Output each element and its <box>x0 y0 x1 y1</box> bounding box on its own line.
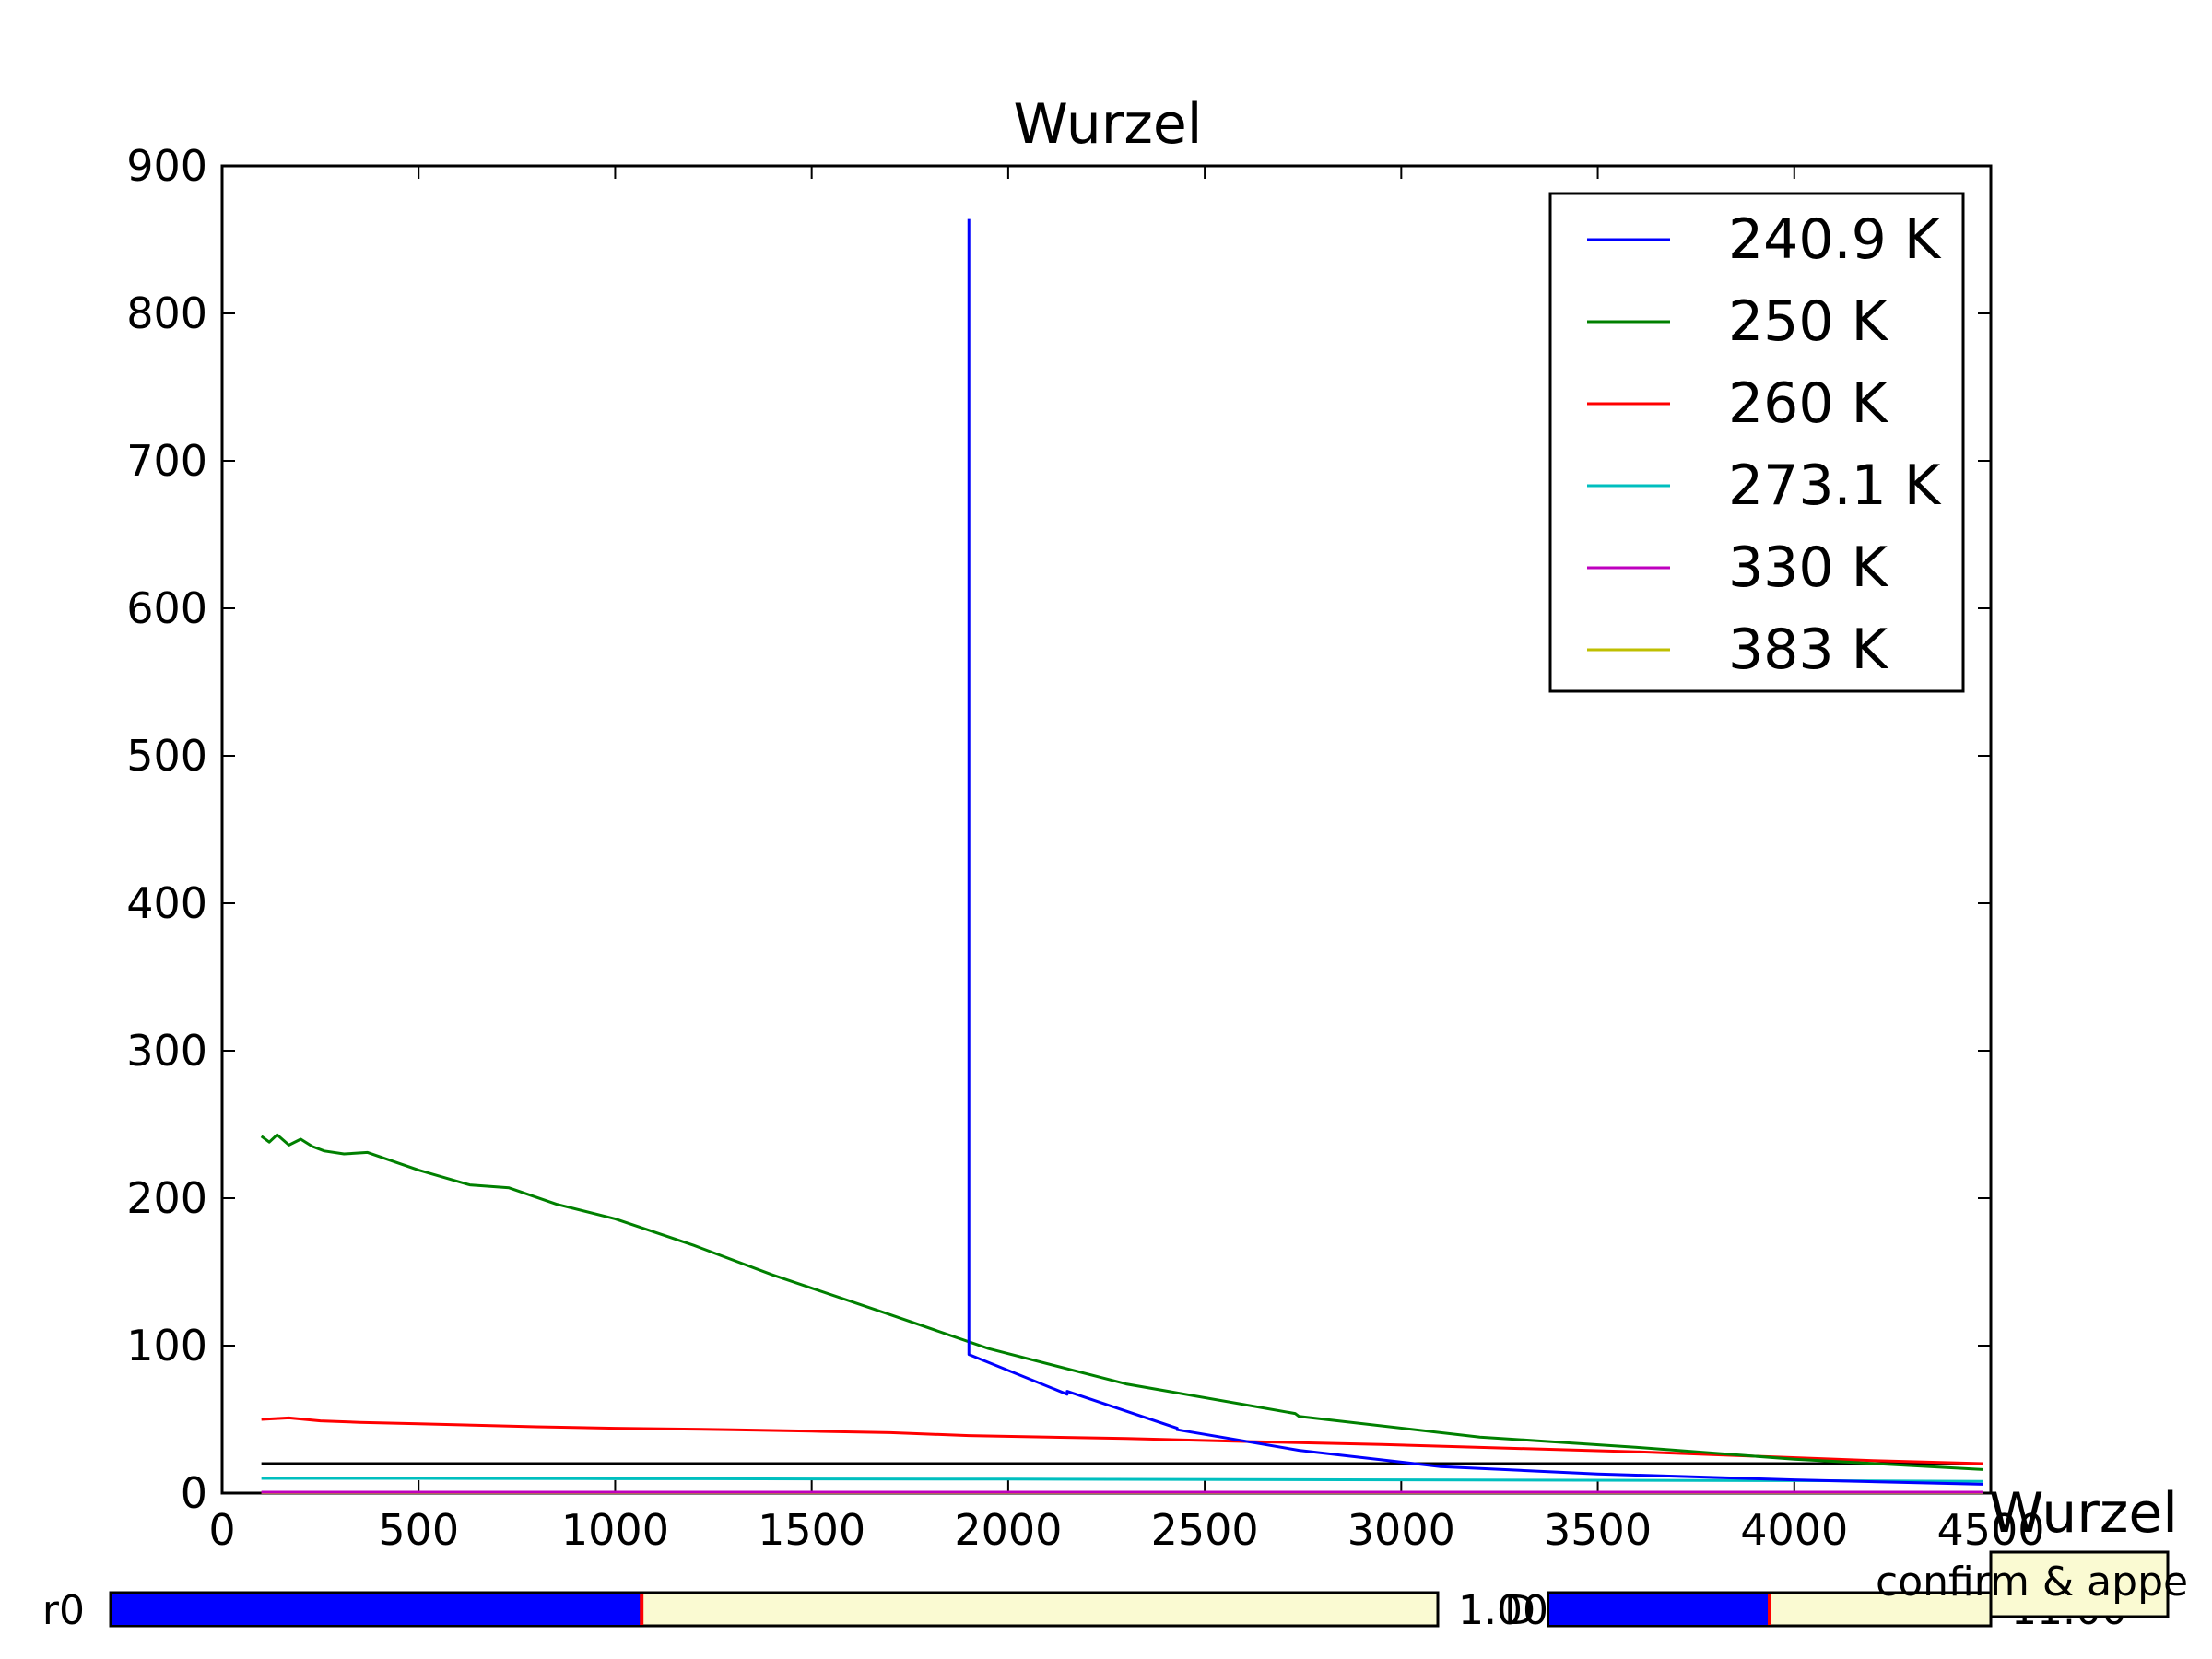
confirm-append-button-label: confirm & appe <box>1876 1559 2188 1606</box>
confirm-append-button-bg[interactable] <box>1989 1550 2170 1618</box>
y-tick-label: 0 <box>181 1468 207 1518</box>
slider-r0-value: 1.00 <box>1458 1587 1548 1634</box>
x-tick-label: 4500 <box>1936 1505 2044 1555</box>
y-tick-label: 300 <box>126 1026 207 1076</box>
x-tick-label: 2500 <box>1151 1505 1259 1555</box>
series-line-260-K <box>261 1416 1983 1465</box>
x-tick-label: 2000 <box>954 1505 1062 1555</box>
x-tick-label: 4000 <box>1740 1505 1848 1555</box>
legend-label: 250 K <box>1728 289 1889 354</box>
slider-r0-label: r0 <box>42 1587 85 1634</box>
series-lines <box>260 218 1983 1495</box>
legend-label: 260 K <box>1728 371 1889 436</box>
x-tick-label: 1500 <box>758 1505 865 1555</box>
x-tick-label: 500 <box>378 1505 459 1555</box>
x-tick-label: 1000 <box>561 1505 669 1555</box>
legend-label: 273.1 K <box>1728 453 1942 518</box>
x-tick-labels: 0 500 1000 1500 2000 2500 3000 3500 4000 4500 <box>208 1505 2044 1555</box>
series-line-240-9-K <box>967 218 1983 1486</box>
confirm-append-button[interactable]: confirm & appe <box>1876 1550 2188 1618</box>
legend: 240.9 K 250 K 260 K 273.1 K 330 K 383 K <box>1548 192 1965 693</box>
legend-label: 240.9 K <box>1728 207 1942 272</box>
slider-d-fill <box>1549 1594 1770 1625</box>
x-tick-label: 3500 <box>1544 1505 1652 1555</box>
x-tick-label: 3000 <box>1347 1505 1455 1555</box>
y-tick-label: 100 <box>126 1321 207 1371</box>
y-tick-label: 900 <box>126 141 207 191</box>
y-tick-labels: 0 100 200 300 400 500 600 700 800 900 <box>126 141 207 1518</box>
x-tick-label: 0 <box>208 1505 235 1555</box>
slider-r0-fill <box>112 1594 642 1625</box>
slider-r0[interactable]: r0 1.00 <box>42 1587 1548 1634</box>
y-tick-label: 200 <box>126 1173 207 1223</box>
chart-title: Wurzel <box>1014 92 1203 157</box>
legend-items: 240.9 K 250 K 260 K 273.1 K 330 K 383 K <box>1587 207 1942 682</box>
overlay-title: Wurzel <box>1989 1481 2178 1546</box>
y-tick-label: 700 <box>126 436 207 486</box>
legend-box <box>1548 192 1965 693</box>
y-tick-label: 600 <box>126 583 207 633</box>
legend-label: 383 K <box>1728 618 1889 682</box>
slider-d-label: D <box>1504 1587 1535 1634</box>
y-tick-label: 400 <box>126 878 207 928</box>
series-line-250-K <box>260 1133 1983 1471</box>
y-tick-label: 500 <box>126 731 207 781</box>
legend-label: 330 K <box>1728 535 1889 600</box>
y-tick-label: 800 <box>126 288 207 338</box>
